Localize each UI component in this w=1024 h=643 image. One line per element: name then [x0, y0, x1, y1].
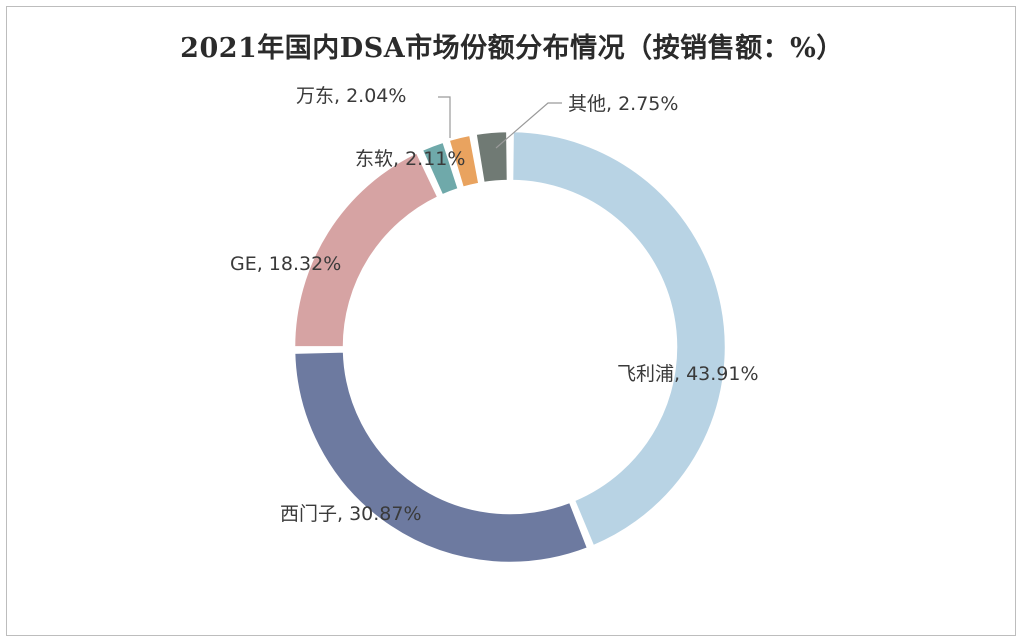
slice-label-万东: 万东, 2.04%: [296, 85, 406, 107]
slice-label-东软: 东软, 2.11%: [355, 148, 465, 170]
slice-label-西门子: 西门子, 30.87%: [280, 503, 422, 525]
slice-label-GE: GE, 18.32%: [230, 253, 341, 275]
slice-其他: [474, 129, 510, 185]
slice-label-其他: 其他, 2.75%: [568, 93, 678, 115]
slice-西门子: [292, 350, 590, 565]
slice-GE: [292, 150, 441, 349]
slice-东软: [420, 139, 461, 198]
leader-line-其他: [495, 102, 562, 149]
chart-title: 2021年国内DSA市场份额分布情况（按销售额：%）: [180, 33, 844, 64]
slice-万东: [446, 133, 481, 190]
slice-飞利浦: [510, 129, 728, 549]
leader-line-万东: [438, 96, 451, 138]
slice-label-飞利浦: 飞利浦, 43.91%: [617, 363, 759, 385]
